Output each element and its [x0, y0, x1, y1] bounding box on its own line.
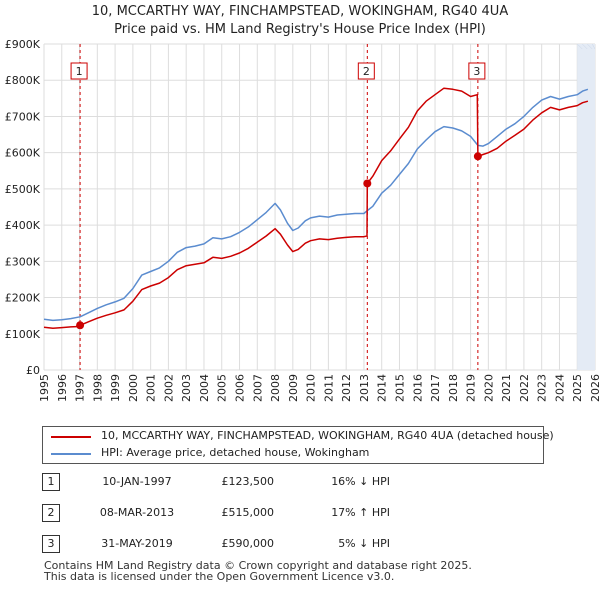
row-number-badge: 3 — [42, 535, 60, 553]
row-date: 08-MAR-2013 — [99, 506, 175, 519]
row-hpi: 16% ↓ HPI — [331, 475, 390, 488]
x-tick-label: 2008 — [269, 374, 282, 402]
x-tick-label: 2014 — [376, 374, 389, 402]
transaction-label: 1 — [76, 65, 83, 78]
x-tick-label: 2000 — [127, 374, 140, 402]
table-row: 2 08-MAR-2013 £515,000 17% ↑ HPI — [0, 504, 600, 524]
forecast-hatch — [582, 43, 588, 50]
y-tick-label: £200K — [5, 292, 41, 305]
x-tick-label: 2016 — [411, 374, 424, 402]
price-chart: 1 2 3 £0 £100K £200K £300K £400K £500K £600K £700… — [5, 38, 600, 402]
x-tick-label: 2017 — [429, 374, 442, 402]
x-tick-label: 2010 — [305, 374, 318, 402]
legend-label-price-paid: 10, MCCARTHY WAY, FINCHAMPSTEAD, WOKINGH… — [101, 429, 554, 442]
y-tick-label: £0 — [26, 364, 40, 377]
forecast-band — [577, 43, 596, 370]
transaction-point — [76, 321, 85, 330]
blue-line-swatch — [51, 453, 91, 455]
transaction-point — [473, 152, 482, 161]
x-tick-label: 2004 — [198, 374, 211, 402]
x-tick-label: 2006 — [234, 374, 247, 402]
transaction-labels: 1 2 3 — [70, 62, 486, 80]
x-tick-label: 2023 — [536, 374, 549, 402]
x-tick-label: 2024 — [553, 374, 566, 402]
forecast-hatch — [587, 43, 593, 50]
x-tick-label: 2002 — [162, 374, 175, 402]
x-tick-label: 2025 — [571, 374, 584, 402]
red-line-swatch — [51, 436, 91, 438]
hpi-line — [43, 88, 589, 322]
chart-title: 10, MCCARTHY WAY, FINCHAMPSTEAD, WOKINGH… — [91, 4, 509, 19]
x-tick-label: 1997 — [74, 374, 87, 402]
price-paid-line — [43, 87, 589, 330]
x-tick-label: 2022 — [518, 374, 531, 402]
row-hpi: 17% ↑ HPI — [331, 506, 390, 519]
x-tick-label: 1996 — [56, 374, 69, 402]
transaction-label: 2 — [363, 65, 370, 78]
row-date: 31-MAY-2019 — [101, 537, 173, 550]
y-tick-label: £700K — [5, 110, 41, 123]
x-tick-label: 2021 — [500, 374, 513, 402]
x-tick-label: 2001 — [145, 374, 158, 402]
x-tick-label: 2011 — [322, 374, 335, 402]
x-tick-label: 1995 — [38, 374, 51, 402]
footer-copyright: Contains HM Land Registry data © Crown c… — [44, 559, 472, 572]
x-tick-label: 2015 — [393, 374, 406, 402]
transaction-label: 3 — [473, 65, 480, 78]
transaction-label-box — [468, 62, 486, 80]
x-tick-label: 2019 — [465, 374, 478, 402]
y-tick-label: £600K — [5, 147, 41, 160]
axis-labels: £0 £100K £200K £300K £400K £500K £600K £700K £80… — [5, 38, 600, 402]
x-tick-label: 1999 — [109, 374, 122, 402]
x-tick-label: 2020 — [482, 374, 495, 402]
y-tick-label: £800K — [5, 74, 41, 87]
row-number-badge: 1 — [42, 473, 60, 491]
row-date: 10-JAN-1997 — [102, 475, 172, 488]
table-row: 3 31-MAY-2019 £590,000 5% ↓ HPI — [0, 535, 600, 555]
y-tick-label: £300K — [5, 255, 41, 268]
transaction-label-box — [357, 62, 375, 80]
transaction-label-box — [70, 62, 88, 80]
x-tick-label: 1998 — [91, 374, 104, 402]
series-lines — [43, 87, 589, 330]
x-tick-label: 2018 — [447, 374, 460, 402]
forecast-region — [577, 44, 595, 370]
x-tick-label: 2005 — [216, 374, 229, 402]
row-number-badge: 2 — [42, 504, 60, 522]
chart-subtitle: Price paid vs. HM Land Registry's House … — [114, 22, 486, 37]
row-hpi: 5% ↓ HPI — [338, 537, 390, 550]
x-tick-label: 2026 — [589, 374, 600, 402]
transaction-points — [76, 152, 482, 330]
legend: 10, MCCARTHY WAY, FINCHAMPSTEAD, WOKINGH… — [42, 426, 554, 464]
row-price: £123,500 — [221, 475, 275, 488]
y-tick-label: £500K — [5, 183, 41, 196]
x-tick-label: 2009 — [287, 374, 300, 402]
x-tick-label: 2012 — [340, 374, 353, 402]
forecast-hatch — [577, 43, 583, 50]
x-tick-label: 2013 — [358, 374, 371, 402]
transaction-point — [363, 179, 372, 188]
footer: Contains HM Land Registry data © Crown c… — [44, 560, 472, 582]
forecast-hatch — [592, 43, 596, 50]
x-tick-label: 2003 — [180, 374, 193, 402]
y-tick-label: £100K — [5, 328, 41, 341]
row-price: £590,000 — [221, 537, 275, 550]
legend-label-hpi: HPI: Average price, detached house, Woki… — [101, 446, 370, 459]
grid — [43, 43, 596, 371]
y-tick-label: £900K — [5, 38, 41, 51]
x-tick-label: 2007 — [251, 374, 264, 402]
row-price: £515,000 — [221, 506, 275, 519]
table-row: 1 10-JAN-1997 £123,500 16% ↓ HPI — [0, 473, 600, 493]
footer-licence: This data is licensed under the Open Gov… — [44, 570, 395, 583]
y-tick-label: £400K — [5, 219, 41, 232]
